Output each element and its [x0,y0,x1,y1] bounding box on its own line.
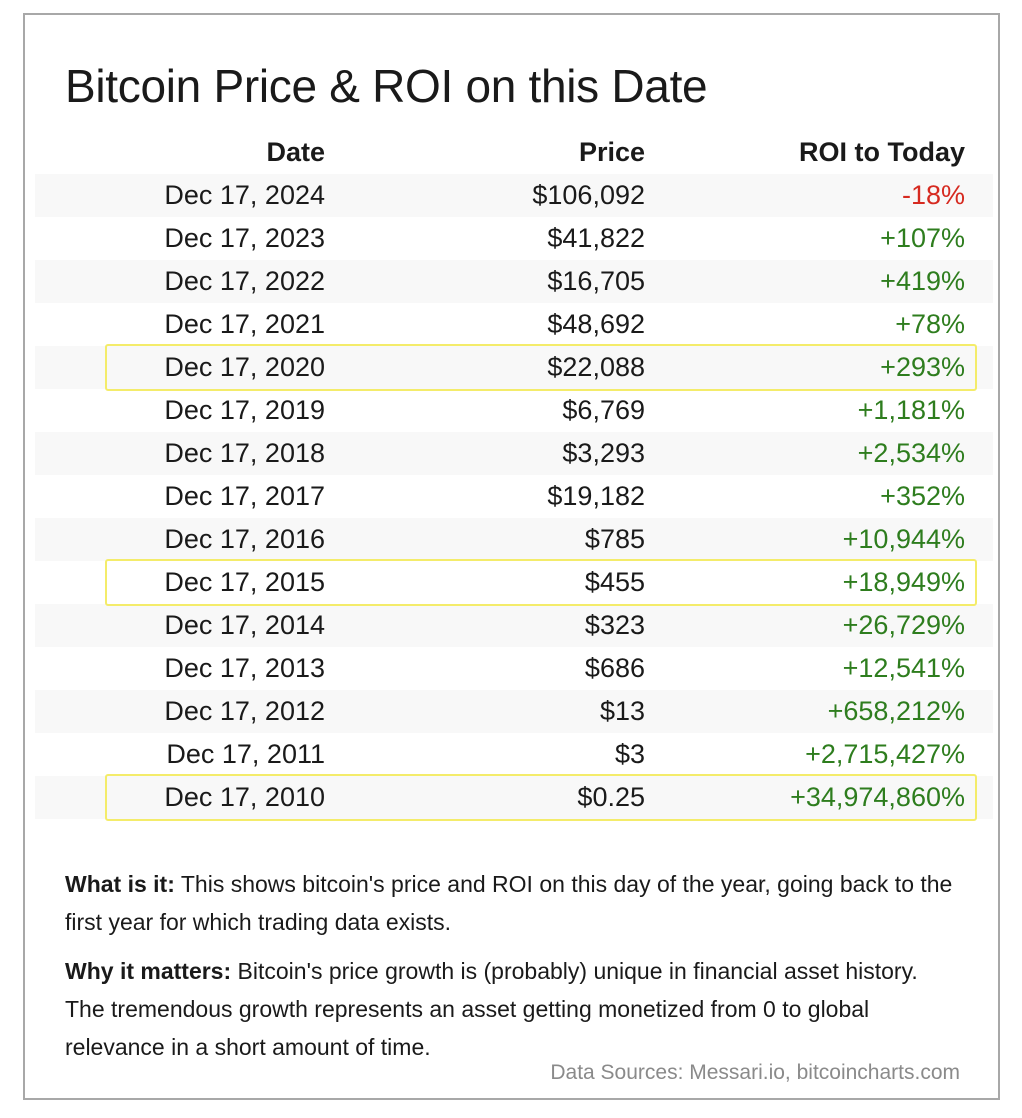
roi-cell: +78% [895,309,965,339]
price-cell: $6,769 [562,395,645,425]
table-row: Dec 17, 2016 $785 +10,944% [35,518,993,561]
price-cell: $41,822 [547,223,645,253]
roi-cell: +18,949% [842,567,965,597]
table-header-row: Date Price ROI to Today [35,130,993,174]
roi-cell: +419% [880,266,965,296]
date-cell: Dec 17, 2016 [164,524,325,554]
table-row: Dec 17, 2010 $0.25 +34,974,860% [35,776,993,819]
price-cell: $0.25 [577,782,645,812]
date-cell: Dec 17, 2022 [164,266,325,296]
date-cell: Dec 17, 2021 [164,309,325,339]
table-row: Dec 17, 2024 $106,092 -18% [35,174,993,217]
what-is-it-text: This shows bitcoin's price and ROI on th… [65,871,953,935]
price-cell: $48,692 [547,309,645,339]
roi-cell: +26,729% [842,610,965,640]
price-cell: $3,293 [562,438,645,468]
date-cell: Dec 17, 2014 [164,610,325,640]
table-row: Dec 17, 2019 $6,769 +1,181% [35,389,993,432]
table-row: Dec 17, 2014 $323 +26,729% [35,604,993,647]
date-cell: Dec 17, 2015 [164,567,325,597]
table-row: Dec 17, 2011 $3 +2,715,427% [35,733,993,776]
date-cell: Dec 17, 2020 [164,352,325,382]
table-row: Dec 17, 2013 $686 +12,541% [35,647,993,690]
table-row: Dec 17, 2017 $19,182 +352% [35,475,993,518]
roi-cell: +658,212% [827,696,965,726]
table-row: Dec 17, 2015 $455 +18,949% [35,561,993,604]
roi-cell: +1,181% [857,395,965,425]
price-cell: $3 [614,739,645,769]
roi-cell: +12,541% [842,653,965,683]
price-cell: $455 [584,567,645,597]
price-cell: $106,092 [532,180,645,210]
table-row: Dec 17, 2021 $48,692 +78% [35,303,993,346]
table-body: Dec 17, 2024 $106,092 -18% Dec 17, 2023 $41,… [35,174,993,819]
date-cell: Dec 17, 2023 [164,223,325,253]
roi-table-card: Bitcoin Price & ROI on this Date Date Pr… [23,13,1000,1100]
date-cell: Dec 17, 2017 [164,481,325,511]
table-row: Dec 17, 2012 $13 +658,212% [35,690,993,733]
roi-cell: +2,534% [857,438,965,468]
price-cell: $19,182 [547,481,645,511]
roi-table: Date Price ROI to Today Dec 17, 2024 $106… [35,130,993,821]
price-cell: $785 [584,524,645,554]
price-cell: $16,705 [547,266,645,296]
table-row: Dec 17, 2023 $41,822 +107% [35,217,993,260]
roi-cell: +34,974,860% [790,782,965,812]
price-cell: $13 [599,696,645,726]
why-it-matters-note: Why it matters: Bitcoin's price growth i… [65,952,955,1066]
header-roi: ROI to Today [799,137,965,167]
roi-cell: +107% [880,223,965,253]
roi-cell: +352% [880,481,965,511]
date-cell: Dec 17, 2024 [164,180,325,210]
why-it-matters-label: Why it matters: [65,958,232,984]
date-cell: Dec 17, 2013 [164,653,325,683]
price-cell: $323 [584,610,645,640]
price-cell: $22,088 [547,352,645,382]
date-cell: Dec 17, 2010 [164,782,325,812]
date-cell: Dec 17, 2018 [164,438,325,468]
roi-cell: -18% [901,180,965,210]
roi-cell: +10,944% [842,524,965,554]
date-cell: Dec 17, 2011 [166,739,325,769]
roi-cell: +293% [880,352,965,382]
table-row: Dec 17, 2020 $22,088 +293% [35,346,993,389]
price-cell: $686 [584,653,645,683]
date-cell: Dec 17, 2012 [164,696,325,726]
data-sources: Data Sources: Messari.io, bitcoincharts.… [550,1061,960,1084]
what-is-it-note: What is it: This shows bitcoin's price a… [65,865,955,941]
what-is-it-label: What is it: [65,871,175,897]
table-row: Dec 17, 2018 $3,293 +2,534% [35,432,993,475]
roi-cell: +2,715,427% [805,739,965,769]
why-it-matters-text: Bitcoin's price growth is (probably) uni… [65,958,918,1060]
table-title: Bitcoin Price & ROI on this Date [65,60,708,112]
date-cell: Dec 17, 2019 [164,395,325,425]
table-row: Dec 17, 2022 $16,705 +419% [35,260,993,303]
header-date: Date [266,137,325,167]
header-price: Price [578,137,645,167]
